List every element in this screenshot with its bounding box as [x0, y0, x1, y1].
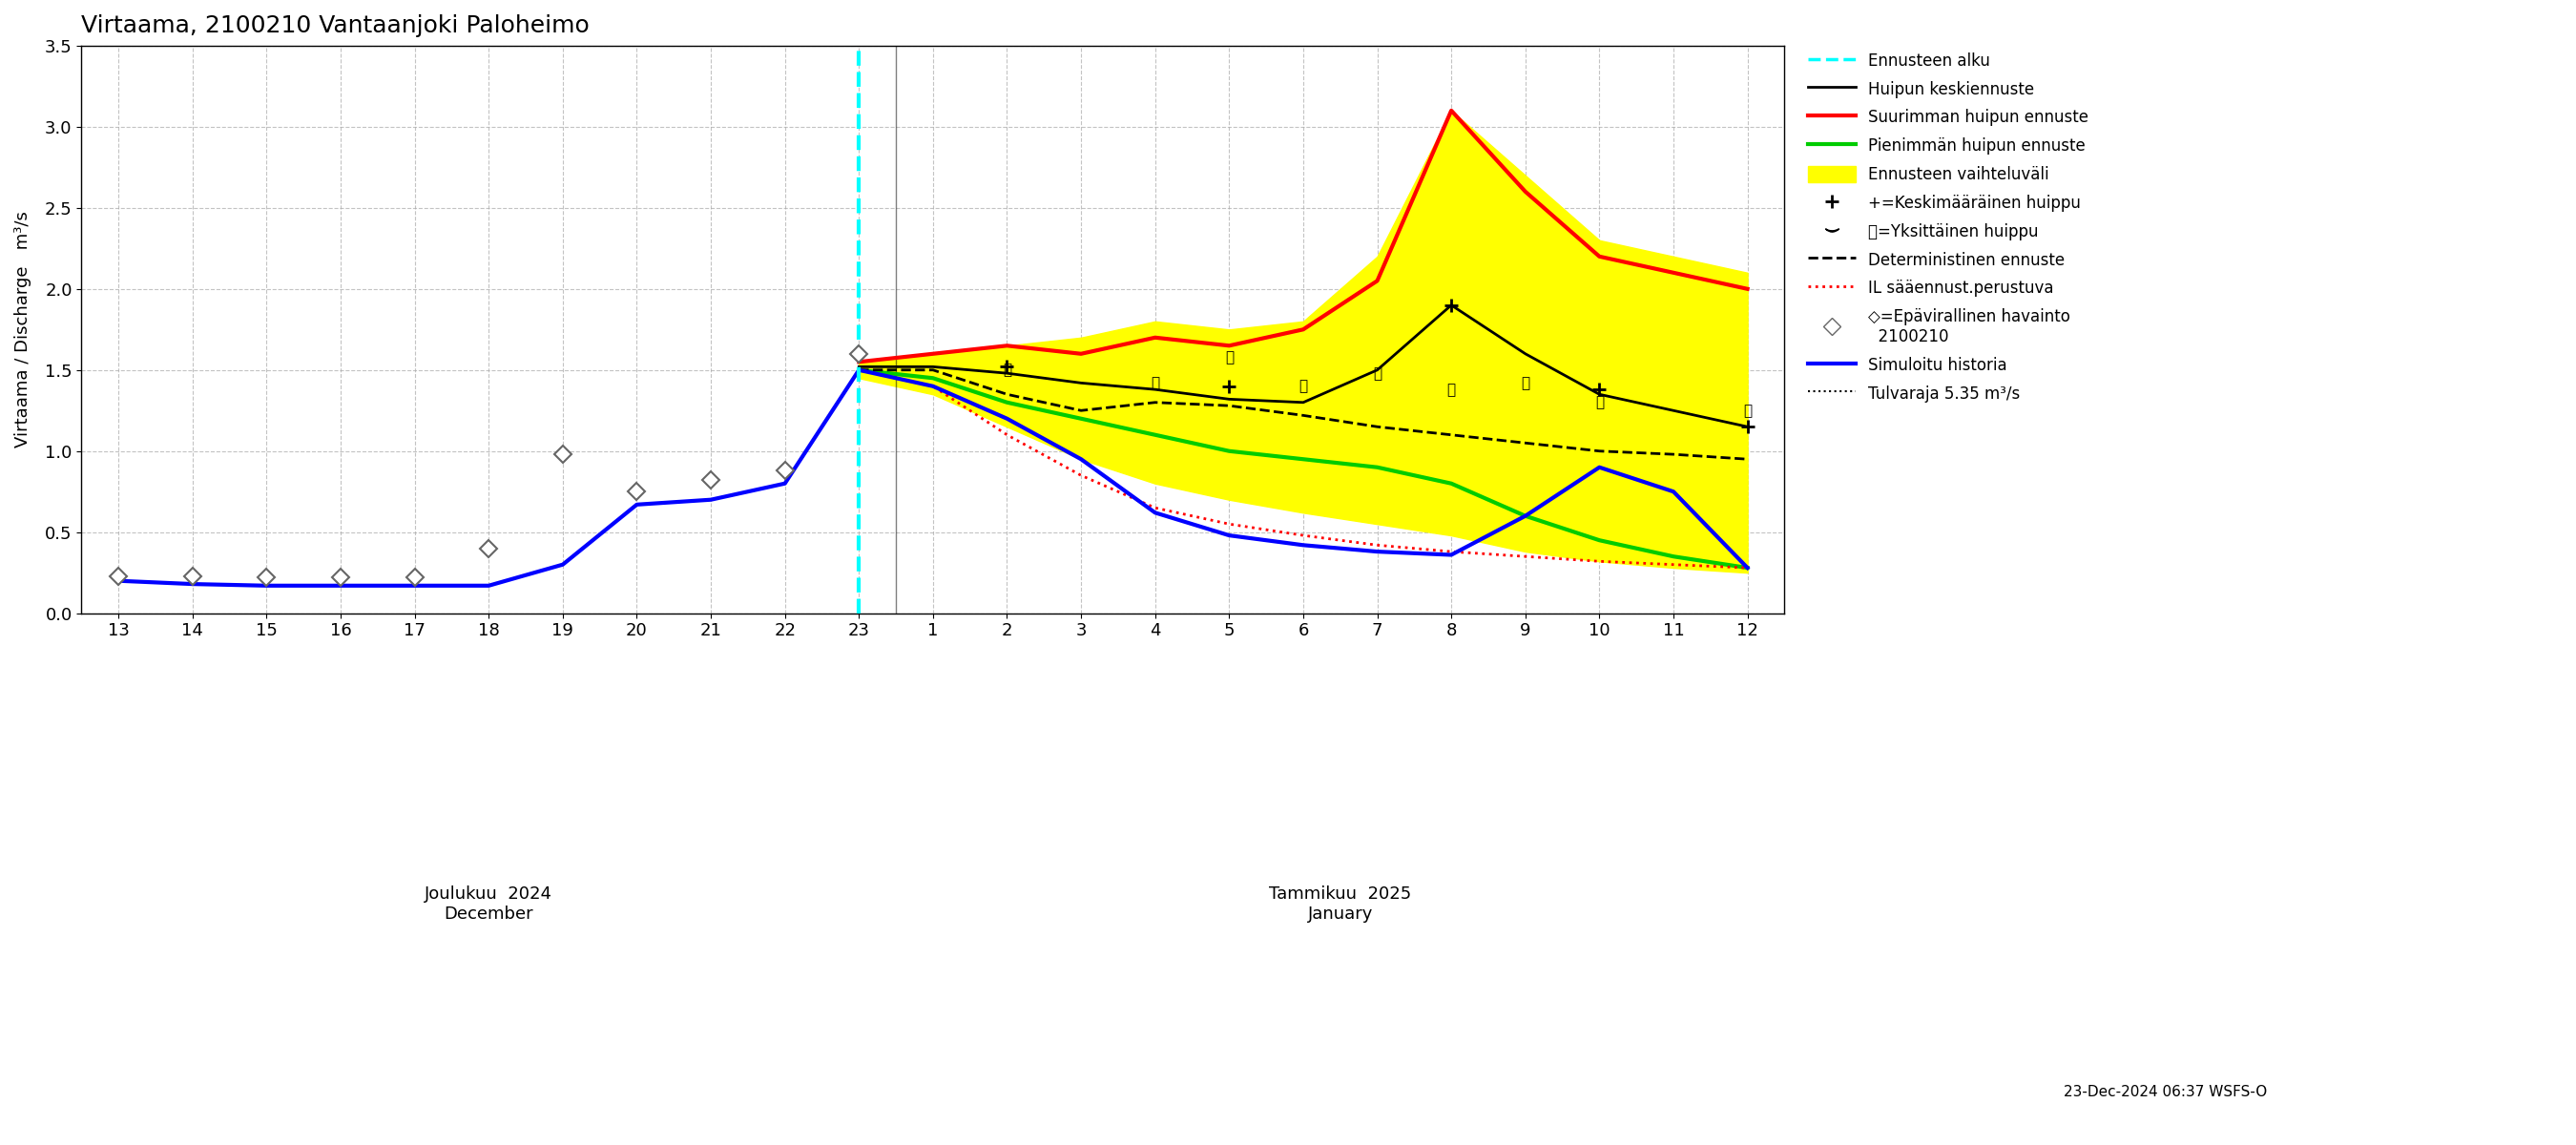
Text: ⌣: ⌣: [1595, 395, 1605, 410]
Text: 23-Dec-2024 06:37 WSFS-O: 23-Dec-2024 06:37 WSFS-O: [2063, 1085, 2267, 1099]
Text: ⌣: ⌣: [1224, 350, 1234, 364]
Text: ⌣: ⌣: [1448, 382, 1455, 396]
Y-axis label: Virtaama / Discharge   m³/s: Virtaama / Discharge m³/s: [15, 211, 31, 448]
Text: Tammikuu  2025
January: Tammikuu 2025 January: [1270, 885, 1412, 923]
Text: ⌣: ⌣: [1520, 376, 1530, 390]
Text: ⌣: ⌣: [1744, 403, 1752, 418]
Text: ⌣: ⌣: [1373, 366, 1381, 380]
Text: ⌣: ⌣: [1002, 363, 1012, 377]
Text: ⌣: ⌣: [1151, 376, 1159, 390]
Legend: Ennusteen alku, Huipun keskiennuste, Suurimman huipun ennuste, Pienimmän huipun : Ennusteen alku, Huipun keskiennuste, Suu…: [1801, 46, 2094, 409]
Text: Joulukuu  2024
December: Joulukuu 2024 December: [425, 885, 554, 923]
Text: ⌣: ⌣: [1298, 379, 1309, 394]
Text: Virtaama, 2100210 Vantaanjoki Paloheimo: Virtaama, 2100210 Vantaanjoki Paloheimo: [82, 14, 590, 37]
